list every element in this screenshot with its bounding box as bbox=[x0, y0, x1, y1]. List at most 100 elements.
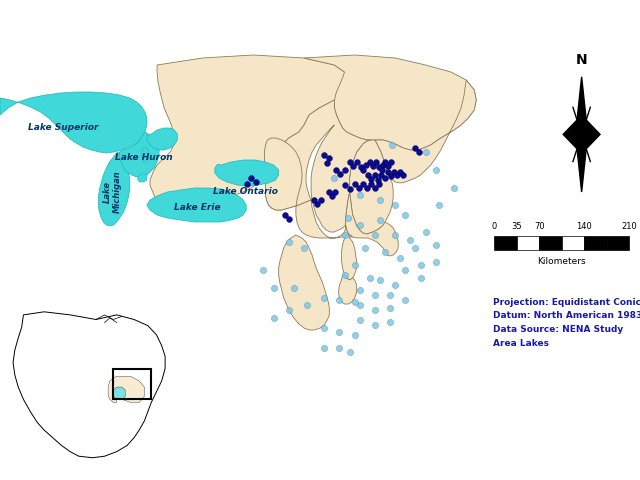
Point bbox=[365, 158, 375, 166]
Point bbox=[380, 174, 390, 182]
Text: 140: 140 bbox=[576, 222, 592, 231]
Point bbox=[319, 294, 330, 302]
Point bbox=[334, 328, 344, 336]
Point bbox=[375, 216, 385, 224]
Point bbox=[319, 151, 330, 159]
Point bbox=[392, 171, 403, 179]
Point bbox=[358, 166, 368, 174]
Point bbox=[280, 211, 290, 219]
Point bbox=[373, 176, 383, 184]
Bar bbox=[562, 236, 584, 250]
Point bbox=[289, 284, 299, 292]
Point bbox=[390, 201, 401, 209]
Text: N: N bbox=[576, 53, 588, 67]
Text: 70: 70 bbox=[534, 222, 545, 231]
Point bbox=[383, 162, 393, 170]
Point bbox=[360, 244, 370, 252]
Polygon shape bbox=[278, 235, 330, 330]
Polygon shape bbox=[349, 140, 393, 234]
Point bbox=[420, 148, 431, 156]
Text: 210: 210 bbox=[621, 222, 637, 231]
Polygon shape bbox=[120, 132, 159, 177]
Point bbox=[330, 188, 340, 196]
Point bbox=[400, 296, 410, 304]
Point bbox=[355, 191, 365, 199]
Point bbox=[376, 171, 386, 179]
Polygon shape bbox=[264, 138, 353, 238]
Point bbox=[302, 301, 312, 309]
Point bbox=[246, 174, 257, 182]
Point bbox=[349, 261, 360, 269]
Point bbox=[385, 291, 396, 299]
Point bbox=[358, 180, 368, 188]
Point bbox=[324, 188, 335, 196]
Point bbox=[385, 318, 396, 326]
Point bbox=[329, 174, 339, 182]
Point bbox=[269, 284, 279, 292]
Point bbox=[400, 211, 410, 219]
Polygon shape bbox=[215, 160, 278, 186]
Point bbox=[387, 141, 397, 149]
Point bbox=[368, 162, 378, 170]
Polygon shape bbox=[375, 80, 476, 183]
Point bbox=[363, 171, 373, 179]
Point bbox=[375, 276, 385, 284]
Point bbox=[351, 158, 362, 166]
Point bbox=[309, 196, 319, 204]
Text: Lake Huron: Lake Huron bbox=[115, 154, 173, 163]
Polygon shape bbox=[138, 173, 147, 182]
Point bbox=[339, 231, 349, 239]
Point bbox=[434, 201, 444, 209]
Polygon shape bbox=[147, 128, 177, 150]
Polygon shape bbox=[342, 234, 356, 280]
Point bbox=[319, 324, 330, 332]
Point bbox=[380, 248, 390, 256]
Polygon shape bbox=[150, 55, 349, 220]
Point bbox=[319, 344, 330, 352]
Point bbox=[431, 241, 441, 249]
Point bbox=[349, 180, 360, 188]
Point bbox=[370, 231, 380, 239]
Point bbox=[355, 286, 365, 294]
Polygon shape bbox=[563, 115, 582, 154]
Point bbox=[365, 180, 376, 188]
Point bbox=[342, 214, 353, 222]
Point bbox=[415, 261, 426, 269]
Point bbox=[362, 184, 372, 192]
Point bbox=[375, 196, 385, 204]
Point bbox=[349, 298, 360, 306]
Point bbox=[380, 158, 390, 166]
Point bbox=[355, 301, 365, 309]
Point bbox=[332, 166, 342, 174]
Point bbox=[405, 236, 415, 244]
Bar bbox=[607, 236, 629, 250]
Point bbox=[312, 200, 323, 208]
Point bbox=[370, 306, 380, 314]
Point bbox=[316, 196, 326, 204]
Point bbox=[395, 254, 405, 262]
Point bbox=[322, 159, 332, 167]
Bar bbox=[516, 236, 539, 250]
Polygon shape bbox=[147, 188, 246, 222]
Polygon shape bbox=[0, 92, 147, 153]
Text: Lake Ontario: Lake Ontario bbox=[212, 187, 278, 195]
Bar bbox=[494, 236, 516, 250]
Bar bbox=[113, 369, 151, 399]
Point bbox=[353, 184, 364, 192]
Polygon shape bbox=[582, 115, 600, 154]
Text: Lake Superior: Lake Superior bbox=[28, 123, 98, 132]
Point bbox=[327, 192, 337, 200]
Point bbox=[370, 184, 380, 192]
Text: 0: 0 bbox=[492, 222, 497, 231]
Point bbox=[365, 175, 376, 183]
Point bbox=[335, 170, 346, 178]
Point bbox=[389, 168, 399, 176]
Text: Lake Erie: Lake Erie bbox=[174, 203, 221, 212]
Text: 35: 35 bbox=[511, 222, 522, 231]
Point bbox=[377, 166, 387, 174]
Polygon shape bbox=[142, 148, 149, 162]
Point bbox=[410, 144, 420, 152]
Point bbox=[284, 238, 294, 246]
Point bbox=[356, 163, 366, 171]
Polygon shape bbox=[108, 376, 145, 402]
